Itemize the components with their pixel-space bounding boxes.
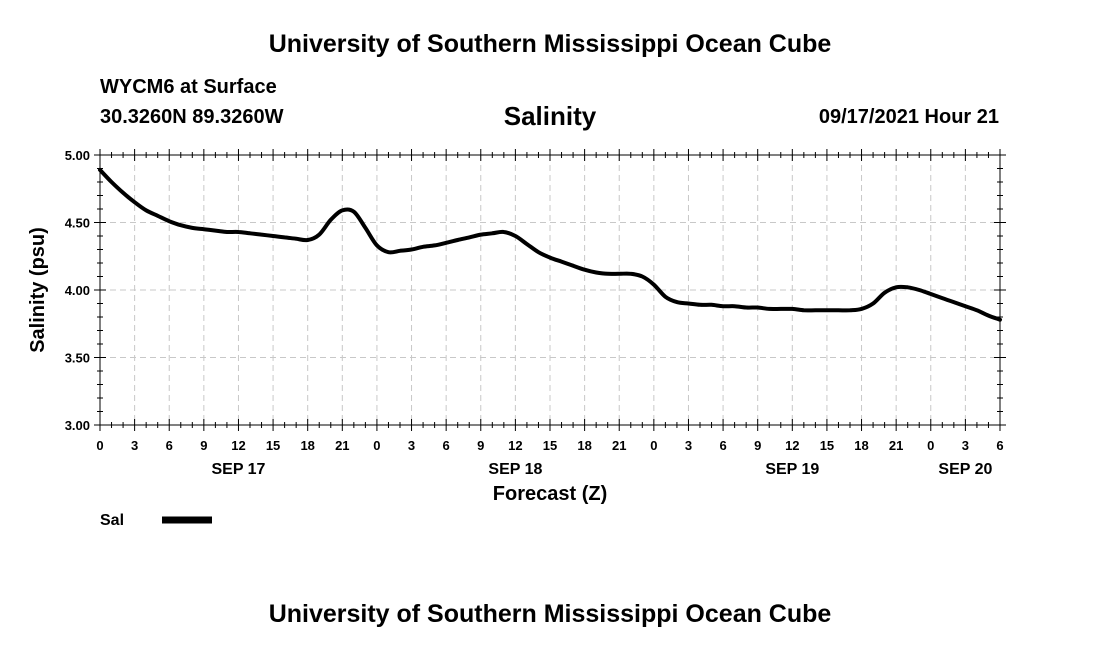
y-tick-label: 5.00 <box>65 148 90 163</box>
x-tick-label: 3 <box>685 438 692 453</box>
x-tick-label: 15 <box>820 438 834 453</box>
x-tick-label: 3 <box>131 438 138 453</box>
x-tick-label: 6 <box>719 438 726 453</box>
date-label: SEP 20 <box>938 461 992 478</box>
x-tick-label: 15 <box>543 438 557 453</box>
x-tick-label: 9 <box>754 438 761 453</box>
x-tick-label: 12 <box>231 438 245 453</box>
y-tick-label: 4.00 <box>65 283 90 298</box>
y-axis-label: Salinity (psu) <box>27 227 49 353</box>
x-tick-label: 6 <box>996 438 1003 453</box>
y-tick-label: 3.00 <box>65 418 90 433</box>
date-label: SEP 17 <box>211 461 265 478</box>
y-tick-label: 4.50 <box>65 216 90 231</box>
x-tick-label: 18 <box>854 438 868 453</box>
salinity-series-line <box>98 167 1002 322</box>
x-tick-label: 6 <box>166 438 173 453</box>
x-tick-label: 0 <box>373 438 380 453</box>
x-tick-label: 18 <box>300 438 314 453</box>
legend-label: Sal <box>100 512 124 529</box>
page-title-top: University of Southern Mississippi Ocean… <box>268 30 832 58</box>
x-tick-label: 21 <box>612 438 626 453</box>
date-labels: SEP 17 SEP 18 SEP 19 SEP 20 <box>211 461 992 478</box>
x-tick-label: 18 <box>577 438 591 453</box>
x-tick-label: 3 <box>962 438 969 453</box>
plot-frame <box>99 154 1001 426</box>
x-tick-label: 9 <box>477 438 484 453</box>
forecast-datetime: 09/17/2021 Hour 21 <box>818 106 999 128</box>
x-tick-label: 0 <box>650 438 657 453</box>
coordinates-label: 30.3260N 89.3260W <box>100 106 284 128</box>
x-tick-label: 3 <box>408 438 415 453</box>
x-tick-label: 21 <box>335 438 349 453</box>
date-label: SEP 19 <box>765 461 819 478</box>
x-tick-label: 0 <box>96 438 103 453</box>
x-tick-label: 9 <box>200 438 207 453</box>
date-label: SEP 18 <box>488 461 542 478</box>
page-title-bottom: University of Southern Mississippi Ocean… <box>268 600 832 628</box>
x-tick-label: 6 <box>443 438 450 453</box>
x-axis-label: Forecast (Z) <box>493 483 607 505</box>
x-tick-labels: 0 3 6 9 12 15 18 21 0 3 6 9 12 15 18 21 0 3 6 9 12 15 18 21 0 3 6 <box>96 438 1003 453</box>
y-tick-label: 3.50 <box>65 351 90 366</box>
chart-title: Salinity <box>503 101 597 131</box>
station-label: WYCM6 at Surface <box>100 76 277 98</box>
x-tick-label: 0 <box>927 438 934 453</box>
x-tick-label: 12 <box>508 438 522 453</box>
x-tick-label: 21 <box>889 438 903 453</box>
x-tick-label: 15 <box>266 438 280 453</box>
grid-lines <box>100 155 1000 425</box>
y-tick-labels: 3.00 3.50 4.00 4.50 5.00 <box>65 148 90 433</box>
x-tick-label: 12 <box>785 438 799 453</box>
